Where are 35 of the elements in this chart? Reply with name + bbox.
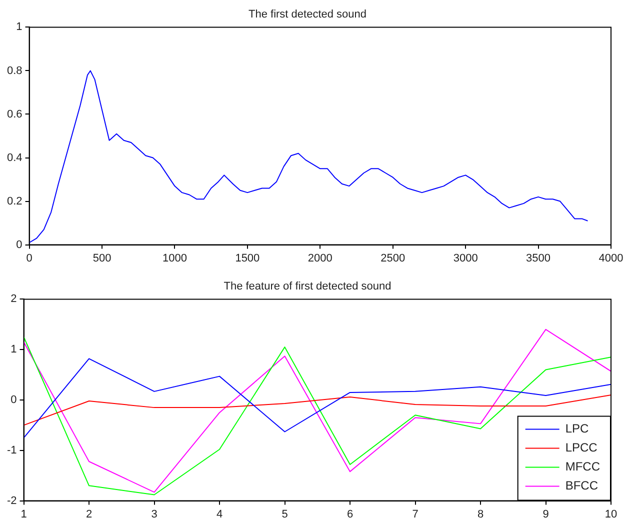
y-tick-label: 0.6 — [6, 108, 22, 120]
x-tick-label: 4000 — [598, 252, 624, 264]
y-tick-label: 2 — [10, 293, 17, 306]
y-tick-label: 1 — [10, 344, 17, 356]
legend-label: LPCC — [565, 440, 598, 455]
y-tick-label: 0.8 — [6, 64, 22, 77]
x-tick-label: 1500 — [235, 252, 260, 264]
x-tick-label: 2 — [86, 508, 92, 520]
y-tick-label: 0.2 — [6, 195, 22, 208]
x-tick-label: 2000 — [308, 252, 332, 264]
x-tick-label: 1000 — [162, 252, 187, 264]
y-tick-label: 1 — [16, 21, 22, 34]
x-tick-label: 3 — [151, 508, 158, 520]
x-tick-label: 3500 — [526, 252, 551, 264]
y-tick-label: 0.4 — [6, 152, 22, 164]
legend-label: BFCC — [565, 478, 598, 493]
x-tick-label: 500 — [92, 252, 112, 264]
x-tick-label: 3000 — [453, 252, 478, 264]
x-tick-label: 2500 — [380, 252, 406, 264]
x-tick-label: 10 — [604, 508, 618, 520]
x-tick-label: 9 — [542, 508, 549, 520]
y-tick-label: -1 — [7, 444, 17, 456]
x-tick-label: 6 — [346, 508, 354, 520]
x-tick-label: 0 — [26, 252, 32, 264]
legend-label: LPC — [565, 422, 590, 436]
x-tick-label: 8 — [477, 508, 484, 520]
x-tick-label: 5 — [282, 508, 288, 520]
x-tick-label: 4 — [216, 508, 223, 520]
chart-title: The feature of first detected sound — [224, 280, 392, 293]
x-tick-label: 7 — [412, 508, 418, 520]
y-tick-label: -2 — [7, 494, 17, 507]
y-tick-label: 0 — [16, 238, 22, 251]
y-tick-label: 0 — [10, 394, 17, 406]
legend-label: MFCC — [565, 460, 600, 474]
chart-title: The first detected sound — [248, 8, 367, 21]
